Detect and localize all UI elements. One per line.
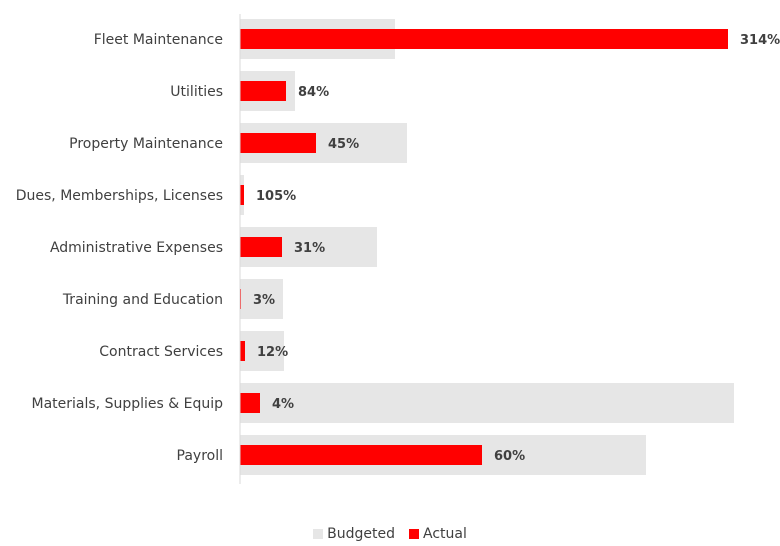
labels-layer: Fleet Maintenance 314% Utilities 84% Propert… bbox=[16, 32, 780, 464]
legend-label-actual: Actual bbox=[423, 526, 467, 542]
legend-item-budgeted[interactable]: Budgeted bbox=[313, 526, 395, 542]
data-label-training-and-education: 3% bbox=[253, 293, 275, 308]
bar-actual-fleet-maintenance[interactable] bbox=[240, 29, 728, 49]
bar-actual-administrative-expenses[interactable] bbox=[240, 237, 282, 257]
category-label-contract-services: Contract Services bbox=[99, 344, 223, 360]
category-label-training-and-education: Training and Education bbox=[62, 292, 223, 308]
legend-swatch-budgeted bbox=[313, 529, 324, 539]
bar-budgeted-materials-supplies-equip[interactable] bbox=[240, 383, 734, 423]
legend: Budgeted Actual bbox=[0, 526, 780, 542]
category-label-payroll: Payroll bbox=[177, 448, 223, 464]
legend-label-budgeted: Budgeted bbox=[327, 526, 395, 542]
bar-actual-contract-services[interactable] bbox=[240, 341, 245, 361]
category-label-utilities: Utilities bbox=[170, 84, 223, 100]
legend-item-actual[interactable]: Actual bbox=[409, 526, 467, 542]
data-label-contract-services: 12% bbox=[257, 345, 288, 360]
bar-actual-materials-supplies-equip[interactable] bbox=[240, 393, 260, 413]
bar-budgeted-contract-services[interactable] bbox=[240, 331, 284, 371]
data-label-utilities: 84% bbox=[298, 85, 329, 100]
category-label-materials-supplies-equip: Materials, Supplies & Equip bbox=[32, 396, 224, 412]
bar-actual-utilities[interactable] bbox=[240, 81, 286, 101]
data-label-materials-supplies-equip: 4% bbox=[272, 397, 294, 412]
category-label-administrative-expenses: Administrative Expenses bbox=[50, 240, 223, 256]
category-label-property-maintenance: Property Maintenance bbox=[69, 136, 223, 152]
data-label-administrative-expenses: 31% bbox=[294, 241, 325, 256]
data-label-fleet-maintenance: 314% bbox=[740, 33, 780, 48]
bars-layer bbox=[240, 19, 734, 475]
data-label-payroll: 60% bbox=[494, 449, 525, 464]
bar-actual-dues-memberships-licenses[interactable] bbox=[240, 185, 244, 205]
data-label-dues-memberships-licenses: 105% bbox=[256, 189, 296, 204]
category-label-dues-memberships-licenses: Dues, Memberships, Licenses bbox=[16, 188, 223, 204]
category-label-fleet-maintenance: Fleet Maintenance bbox=[94, 32, 223, 48]
bar-actual-payroll[interactable] bbox=[240, 445, 482, 465]
bar-budgeted-training-and-education[interactable] bbox=[240, 279, 283, 319]
bar-actual-property-maintenance[interactable] bbox=[240, 133, 316, 153]
data-label-property-maintenance: 45% bbox=[328, 137, 359, 152]
legend-swatch-actual bbox=[409, 529, 419, 539]
